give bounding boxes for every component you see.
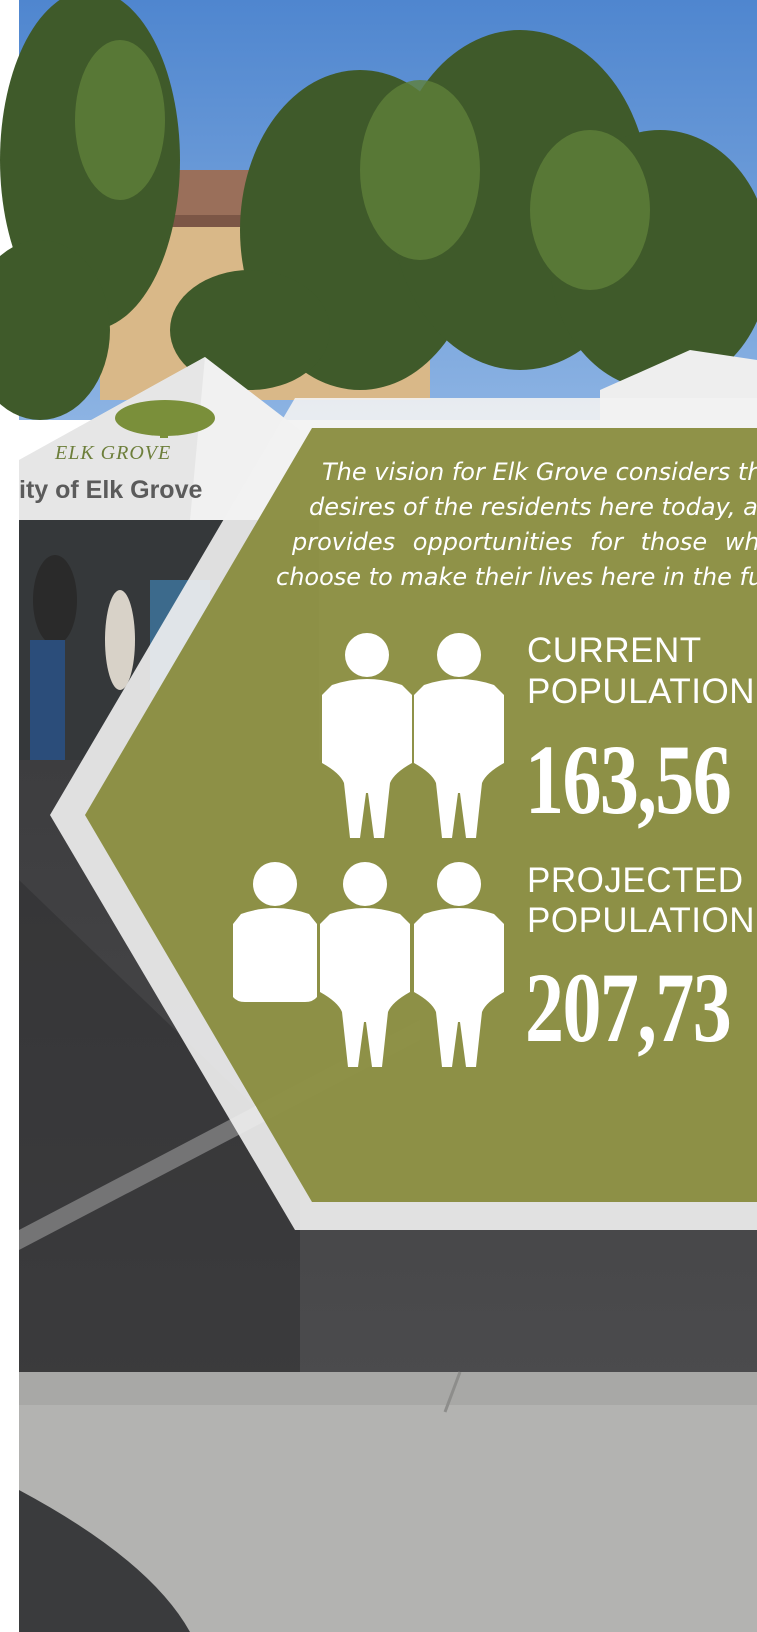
current-population-label-1: CURRENT [527, 631, 702, 670]
vision-line: choose to make their lives here in the f… [276, 563, 757, 591]
projected-population-icons [233, 862, 504, 1067]
person-icon [233, 862, 317, 1002]
tent-banner-text: ity of Elk Grove [19, 476, 203, 504]
vision-line: desires of the residents here today, and [309, 493, 757, 521]
hexagon-panel [85, 428, 757, 1202]
person-icon [320, 862, 410, 1067]
projected-population-label-1: PROJECTED [527, 861, 744, 900]
tent-logo-text: ELK GROVE [55, 442, 172, 464]
vision-line: The vision for Elk Grove considers the [322, 458, 757, 486]
current-population-value: 163,56 [525, 724, 732, 835]
vision-line: provides opportunities for those who w [292, 528, 757, 556]
person-icon [414, 633, 504, 838]
vision-statement: The vision for Elk Grove considers the d… [276, 455, 757, 595]
current-population-label-2: POPULATION [527, 672, 756, 711]
projected-population-label-2: POPULATION [527, 901, 756, 940]
elk-grove-tree-logo [115, 400, 215, 438]
person-icon [322, 633, 412, 838]
projected-population-value: 207,73 [525, 952, 732, 1063]
current-population-icons [322, 633, 504, 838]
person-icon [414, 862, 504, 1067]
